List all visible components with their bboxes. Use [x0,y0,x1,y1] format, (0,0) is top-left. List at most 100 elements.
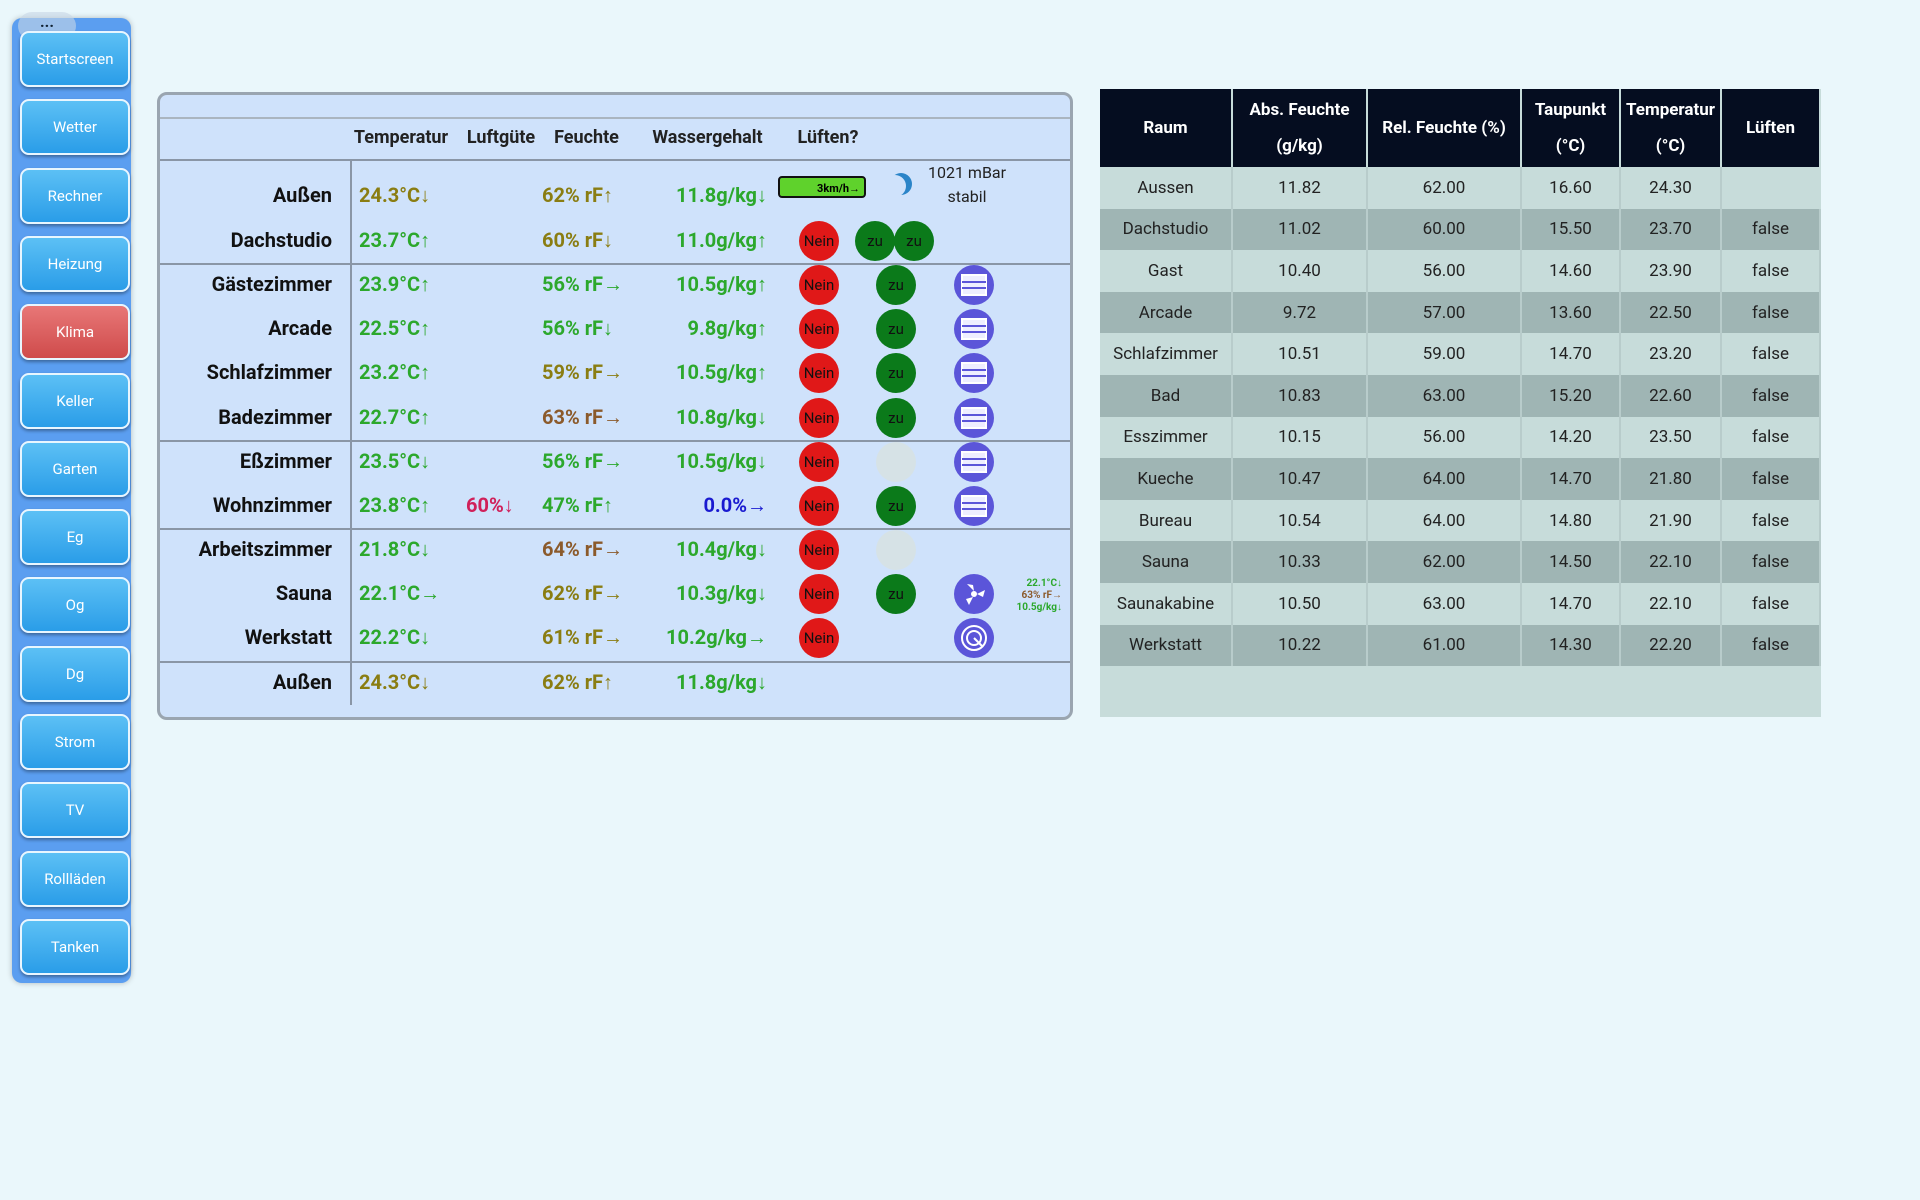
table-cell: 22.10 [1621,541,1722,583]
table-cell: 14.80 [1522,499,1621,542]
temperature: 24.3°C↓ [359,183,431,207]
room-name: Sauna [275,581,332,605]
ventilate-status: Nein [799,221,839,261]
humidity: 56% rF→ [542,272,624,296]
window-icon [961,495,987,517]
table-cell: 23.90 [1621,250,1722,292]
room-icon [954,309,994,349]
table-cell: false [1722,624,1821,667]
water-content: 10.2g/kg→ [666,625,767,649]
nav-button[interactable]: TV [20,782,130,839]
table-cell: 10.54 [1233,499,1368,542]
temperature: 22.2°C↓ [359,625,431,649]
table-cell: 16.60 [1522,167,1621,209]
sauna-cabin-value: 63% rF→ [1021,590,1062,601]
table-cell: 14.20 [1522,416,1621,459]
window-status [876,530,916,570]
nav-button[interactable]: Garten [20,440,130,497]
table-row [1100,499,1821,542]
table-cell: 56.00 [1368,250,1522,292]
sauna-cabin-value: 22.1°C↓ [1026,578,1062,589]
table-cell: Aussen [1100,167,1233,209]
window-status: zu [855,221,895,261]
table-cell: 10.47 [1233,458,1368,500]
room-name: Wohnzimmer [212,493,332,517]
ventilate-status: Nein [799,309,839,349]
humidity: 56% rF→ [542,449,624,473]
table-cell: false [1722,250,1821,292]
fan-icon [966,584,985,605]
window-status [876,442,916,482]
temperature: 23.9°C↑ [359,272,431,296]
moon-icon [884,175,906,197]
temperature: 22.1°C→ [359,581,441,605]
room-icon [954,442,994,482]
nav-button[interactable]: Wetter [20,99,130,156]
table-cell: 64.00 [1368,499,1522,542]
table-cell: Dachstudio [1100,208,1233,251]
table-cell: 10.51 [1233,333,1368,375]
table-row [1100,458,1821,500]
table-row [1100,250,1821,292]
table-row [1100,333,1821,375]
nav-button[interactable]: Og [20,577,130,634]
table-cell: 10.15 [1233,416,1368,459]
table-cell: 64.00 [1368,458,1522,500]
room-name: Arcade [268,316,332,340]
ventilate-status: Nein [799,618,839,658]
table-cell: 21.80 [1621,458,1722,500]
nav-button[interactable]: Keller [20,372,130,429]
table-cell: 10.33 [1233,541,1368,583]
pressure: 1021 mBar [927,163,1007,182]
table-header: Taupunkt (°C) [1522,89,1621,167]
room-name: Außen [272,670,332,694]
nav-button[interactable]: Rechner [20,167,130,224]
temperature: 22.5°C↑ [359,316,431,340]
nav-button[interactable]: Strom [20,714,130,770]
window-status: zu [876,353,916,393]
table-cell: 15.20 [1522,375,1621,417]
table-cell: 13.60 [1522,291,1621,334]
window-icon [961,407,987,429]
window-status: zu [876,309,916,349]
table-cell: 14.70 [1522,583,1621,625]
temperature: 24.3°C↓ [359,670,431,694]
water-content: 10.8g/kg↓ [676,405,767,429]
column-header: Feuchte [554,127,619,148]
table-cell: 14.50 [1522,541,1621,583]
window-status: zu [876,265,916,305]
table-cell: 63.00 [1368,375,1522,417]
table-cell: 14.30 [1522,624,1621,667]
humidity: 56% rF↓ [542,316,614,340]
humidity: 62% rF↑ [542,670,614,694]
nav-button[interactable]: Heizung [20,235,130,292]
table-cell: 10.50 [1233,583,1368,625]
water-content: 10.5g/kg↓ [676,449,767,473]
table-cell: 24.30 [1621,167,1722,209]
humidity: 62% rF↑ [542,183,614,207]
table-row [1100,416,1821,459]
window-icon [961,274,987,296]
table-cell: false [1722,333,1821,375]
table-header: Abs. Feuchte (g/kg) [1233,89,1368,167]
nav-button[interactable]: Eg [20,509,130,566]
nav-button[interactable]: Rollläden [20,850,130,907]
room-name: Arbeitszimmer [198,537,332,561]
window-status: zu [876,574,916,614]
temperature: 23.2°C↑ [359,360,431,384]
table-header: Lüften [1722,89,1821,167]
room-name: Außen [272,183,332,207]
table-cell: Saunakabine [1100,583,1233,625]
nav-button[interactable]: Startscreen [20,31,130,87]
table-row [1100,167,1821,209]
temperature: 23.8°C↑ [359,493,431,517]
nav-button[interactable]: Dg [20,645,130,702]
ventilate-status: Nein [799,486,839,526]
ventilate-status: Nein [799,530,839,570]
water-content: 0.0%→ [703,493,767,517]
table-cell: 63.00 [1368,583,1522,625]
table-cell: 14.70 [1522,333,1621,375]
nav-button[interactable]: Klima [20,304,130,361]
nav-button[interactable]: Tanken [20,918,130,975]
